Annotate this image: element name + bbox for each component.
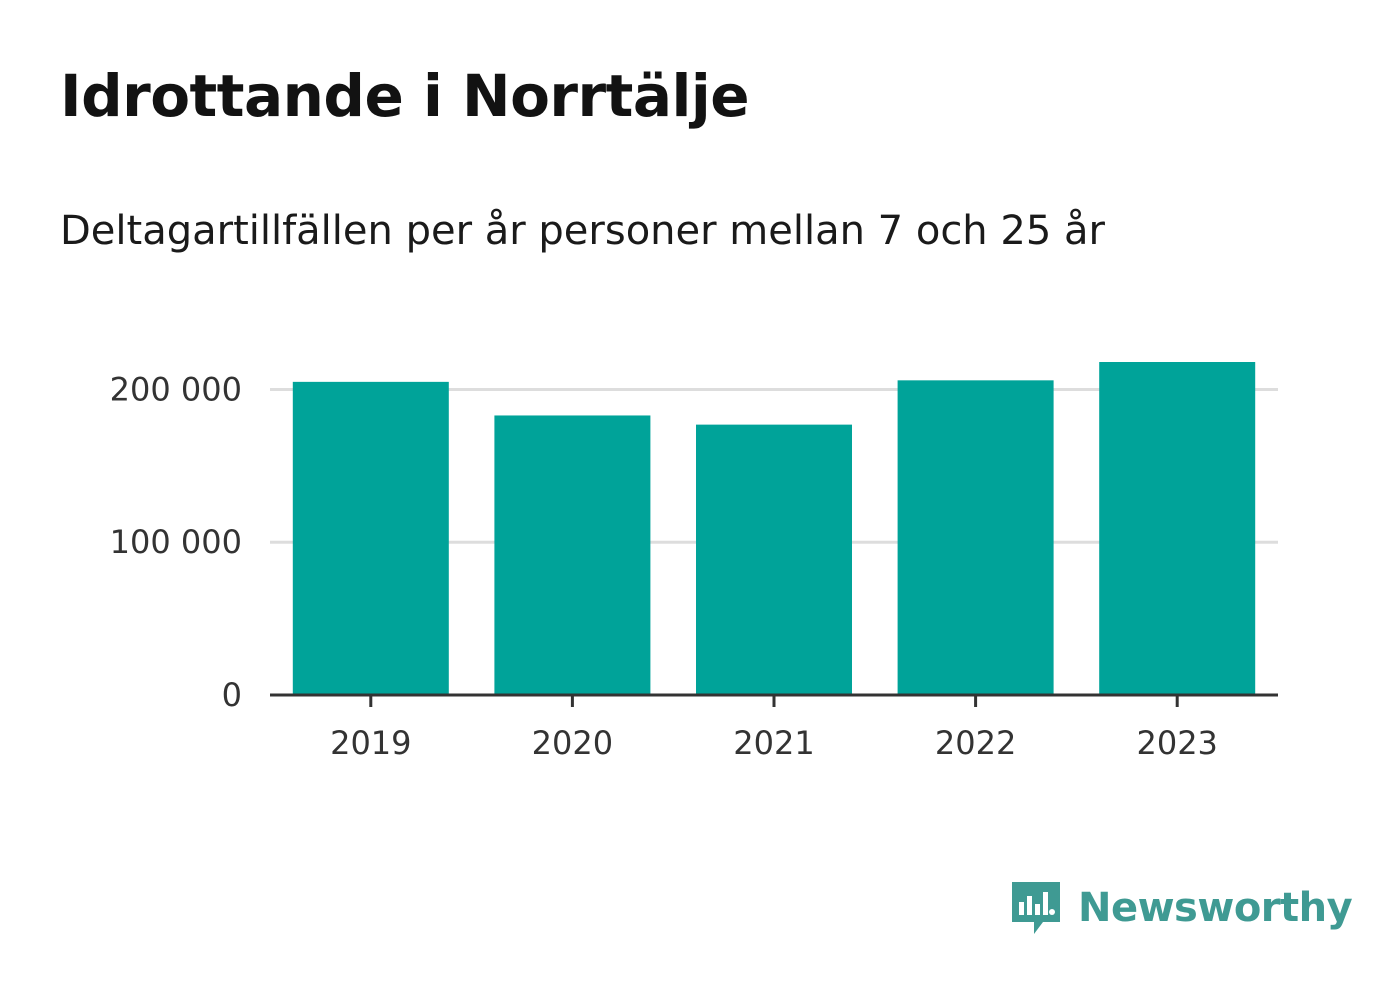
x-tick-label: 2020 <box>532 724 613 762</box>
x-tick-label: 2022 <box>935 724 1016 762</box>
x-tick-label: 2023 <box>1136 724 1217 762</box>
x-axis <box>270 693 1278 707</box>
newsworthy-logo-icon <box>1012 882 1060 934</box>
bars <box>292 362 1256 695</box>
y-tick-label: 100 000 <box>110 523 242 561</box>
bar-2020 <box>494 415 651 695</box>
bar-2023 <box>1099 362 1256 695</box>
bar-2021 <box>696 424 852 695</box>
y-tick-label: 0 <box>222 676 242 714</box>
chart-title: Idrottande i Norrtälje <box>60 62 750 130</box>
x-axis-tick-labels: 2019 2020 2021 2022 2023 <box>330 724 1218 762</box>
y-tick-label: 200 000 <box>110 370 242 408</box>
newsworthy-logo: Newsworthy <box>1010 878 1353 938</box>
brand-name: Newsworthy <box>1078 885 1353 931</box>
x-tick-label: 2021 <box>733 724 814 762</box>
chart-subtitle: Deltagartillfällen per år personer mella… <box>60 208 1105 254</box>
bar-2019 <box>292 381 449 695</box>
y-axis-tick-labels: 0 100 000 200 000 <box>110 370 242 714</box>
bar-2022 <box>897 380 1054 695</box>
x-tick-label: 2019 <box>330 724 411 762</box>
